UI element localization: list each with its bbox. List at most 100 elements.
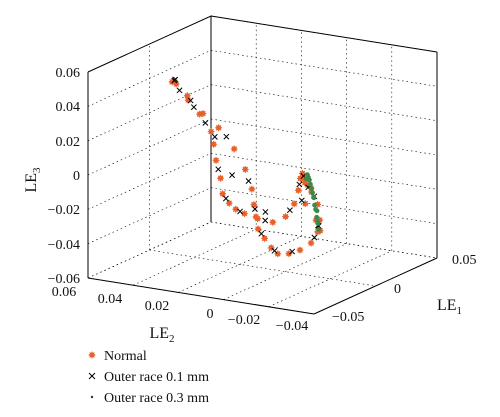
outer-race-0-1-point — [176, 87, 183, 94]
normal-point — [219, 190, 227, 198]
x-axis-line — [313, 257, 438, 315]
normal-point — [225, 199, 233, 207]
outer-race-0-3-point — [310, 190, 315, 196]
y-tick-label: 0.06 — [52, 285, 77, 300]
outer-race-0-3-point — [314, 214, 320, 220]
outer-race-0-1-point — [311, 234, 318, 241]
grid-line — [87, 118, 212, 176]
data-points — [168, 76, 324, 258]
outer-race-0-1-point — [271, 247, 278, 254]
normal-point — [210, 140, 217, 148]
outer-race-0-1-point — [237, 208, 244, 215]
outer-race-0-1-point — [286, 207, 293, 214]
z-tick-label: 0.02 — [56, 135, 81, 150]
grid-line — [149, 249, 376, 287]
y-tick-label: −0.04 — [276, 319, 308, 334]
z-tick-labels: 0.06 0.04 0.02 0 −0.02 −0.04 −0.06 — [48, 66, 80, 287]
normal-point — [230, 145, 238, 153]
outer-race-0-1-point — [172, 76, 179, 83]
grid-line — [87, 153, 212, 210]
legend-label: Normal — [104, 349, 147, 364]
normal-point — [269, 218, 277, 226]
normal-point — [290, 200, 298, 208]
normal-point — [212, 156, 220, 164]
legend-dot — [90, 395, 94, 399]
grid-line — [223, 243, 347, 300]
outer-race-0-1-point — [245, 178, 252, 184]
outer-race-0-1-point — [262, 208, 269, 215]
grid-line — [210, 84, 438, 121]
normal-point — [254, 215, 261, 223]
outer-race-0-1-point — [187, 97, 194, 104]
outer-race-0-3-point — [316, 226, 322, 232]
y-axis-label: LE2 — [149, 325, 174, 345]
grid-line — [87, 50, 212, 107]
legend-label: Outer race 0.1 mm — [104, 370, 209, 385]
axes-box — [87, 15, 438, 315]
back-top-edge — [210, 15, 438, 53]
outer-race-0-1-point — [262, 217, 269, 224]
outer-race-0-1-point — [289, 248, 296, 255]
grid-line — [87, 187, 212, 244]
normal-point — [248, 185, 256, 193]
z-axis-label: LE3 — [23, 167, 43, 193]
normal-point — [307, 239, 315, 247]
y-tick-labels: 0.06 0.04 0.02 0 −0.02 −0.04 — [52, 285, 308, 334]
outer-race-0-1-point — [222, 195, 229, 202]
outer-race-0-1-point — [251, 206, 258, 213]
z-tick-label: 0 — [73, 169, 80, 184]
outer-race-0-3-point — [309, 186, 314, 192]
grid-line — [178, 236, 302, 293]
outer-race-0-3-point — [312, 202, 317, 208]
z-tick-label: −0.02 — [48, 203, 80, 218]
z-tick-label: −0.04 — [48, 238, 80, 253]
y-tick-label: 0.02 — [145, 299, 170, 314]
outer-race-0-1-point — [215, 166, 222, 173]
y-axis-line — [87, 277, 315, 315]
normal-point — [254, 225, 262, 233]
normal-point — [285, 250, 293, 258]
normal-point — [294, 186, 302, 194]
grid-line — [210, 221, 438, 259]
normal-point — [196, 110, 204, 118]
normal-point — [172, 80, 180, 88]
normal-point — [241, 166, 249, 173]
y-tick-label: −0.02 — [228, 313, 260, 328]
outer-race-0-3-point — [315, 221, 321, 226]
outer-race-0-3-point — [314, 208, 320, 214]
x-tick-labels: 0.05 0 −0.05 — [332, 253, 477, 325]
grid-line — [210, 118, 438, 156]
outer-race-0-1-point — [223, 133, 230, 140]
x-tick-label: 0 — [394, 282, 401, 297]
z-tick-label: −0.06 — [48, 272, 80, 287]
outer-race-0-1-point — [229, 172, 236, 179]
outer-race-0-1-point — [88, 372, 96, 380]
outer-race-0-1-point — [211, 133, 218, 140]
legend-item-outer-race-0-3: Outer race 0.3 mm — [90, 391, 209, 406]
outer-race-0-3-point — [311, 195, 317, 201]
normal-point — [296, 246, 304, 254]
normal-point — [261, 235, 269, 242]
legend-item-normal: Normal — [88, 349, 147, 364]
legend: Normal Outer race 0.1 mm Outer race 0.3 … — [88, 349, 209, 406]
normal-point — [296, 175, 304, 182]
normal-point — [282, 213, 289, 221]
z-tick-label: 0.04 — [56, 100, 81, 115]
grid-line — [87, 221, 212, 279]
normal-point — [250, 201, 258, 209]
z-tick-label: 0.06 — [56, 66, 81, 81]
outer-race-0-1-point — [190, 104, 197, 111]
grid-line — [210, 187, 438, 224]
outer-race-0-1-point — [202, 119, 209, 126]
normal-point — [217, 174, 224, 182]
x-axis-label: LE1 — [437, 297, 462, 317]
normal-point — [88, 351, 96, 359]
outer-race-0-3-point — [303, 176, 309, 182]
y-tick-label: 0.04 — [98, 292, 123, 307]
normal-point — [215, 124, 222, 132]
x-tick-label: 0.05 — [452, 253, 477, 268]
legend-dot-marker — [90, 395, 94, 399]
outer-race-0-3-point — [308, 181, 313, 187]
legend-label: Outer race 0.3 mm — [104, 391, 209, 406]
x-tick-label: −0.05 — [332, 310, 364, 325]
